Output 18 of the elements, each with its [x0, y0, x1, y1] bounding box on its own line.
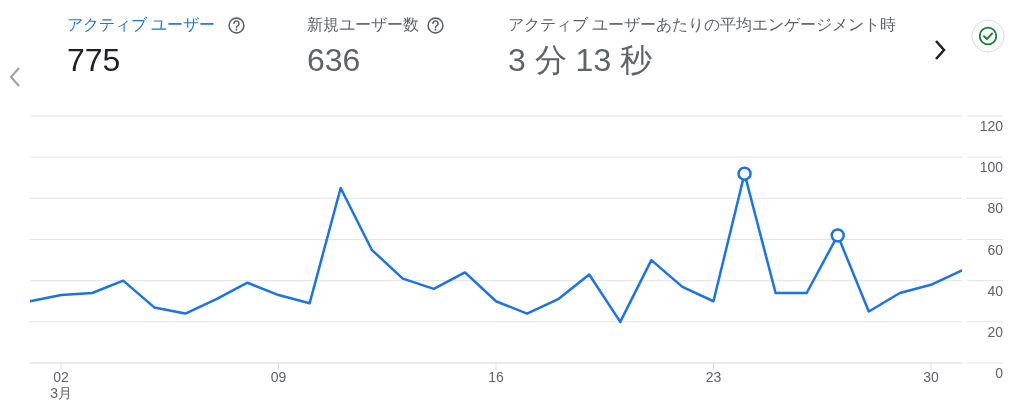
text: アクティブ ユーザー	[67, 15, 217, 35]
x-tick-label: 23	[705, 369, 722, 385]
x-tick-label: 16	[488, 369, 504, 385]
text: アクティブ ユーザーあたりの平均エンゲージメント時	[508, 15, 898, 35]
x-tick-label: 02 3月	[50, 369, 72, 401]
y-tick-label: 40	[987, 282, 1004, 299]
text: 新規ユーザー数	[307, 15, 420, 35]
text: 775	[67, 42, 121, 78]
text: 636	[307, 42, 361, 78]
y-tick-label: 20	[987, 323, 1004, 340]
text: 3 分 13 秒	[508, 42, 653, 78]
y-tick-label: 60	[987, 241, 1004, 258]
y-tick-label: 0	[995, 365, 1004, 381]
y-tick-label: 120	[979, 118, 1004, 134]
y-tick-label: 80	[987, 200, 1004, 217]
x-tick-label: 30	[923, 369, 939, 385]
x-tick-label: 09	[270, 369, 287, 385]
y-tick-label: 100	[979, 159, 1004, 176]
